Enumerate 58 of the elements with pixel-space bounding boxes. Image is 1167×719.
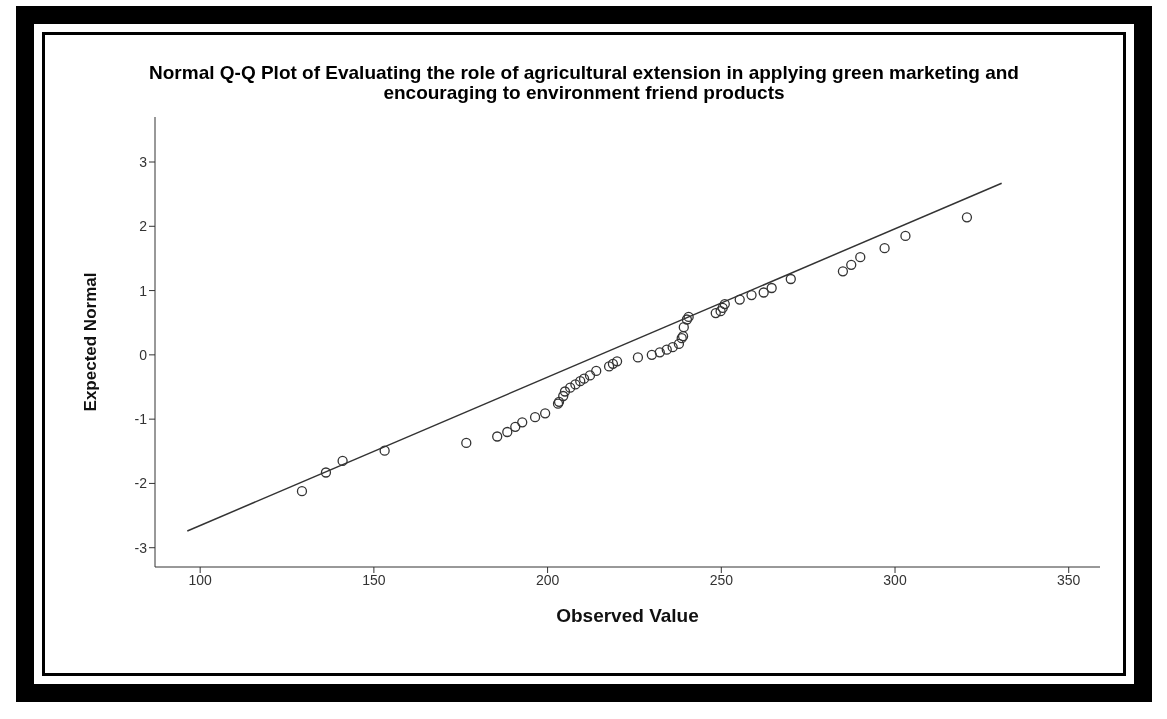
point xyxy=(961,212,973,223)
point xyxy=(855,251,866,263)
point xyxy=(570,379,581,390)
point xyxy=(296,485,308,497)
point xyxy=(517,417,528,428)
point xyxy=(575,376,586,387)
y-tick-label: -1 xyxy=(134,411,148,428)
point xyxy=(900,230,911,242)
point xyxy=(584,370,596,381)
y-tick-label: -3 xyxy=(134,539,148,556)
point xyxy=(502,426,513,438)
x-tick-label: 250 xyxy=(709,571,734,588)
point xyxy=(492,431,503,442)
point xyxy=(879,242,890,254)
point xyxy=(558,390,569,402)
point xyxy=(746,289,757,301)
point xyxy=(846,259,857,271)
x-axis-title: Observed Value xyxy=(556,605,699,626)
point xyxy=(529,412,541,423)
point xyxy=(734,294,745,305)
point xyxy=(758,287,769,298)
point xyxy=(337,455,348,467)
point xyxy=(785,273,796,285)
point xyxy=(379,445,390,456)
point xyxy=(654,347,665,358)
x-tick-label: 300 xyxy=(883,571,907,588)
x-tick-label: 150 xyxy=(362,571,386,588)
y-tick-label: 2 xyxy=(139,218,148,235)
point xyxy=(667,341,678,353)
chart-title: Normal Q-Q Plot of Evaluating the role of agricultural extension in applying green marketing and encouraging to environment friend products xyxy=(149,62,1019,103)
point xyxy=(719,298,730,310)
x-tick-label: 350 xyxy=(1057,571,1081,588)
point xyxy=(661,344,672,355)
point xyxy=(603,361,615,372)
point xyxy=(678,322,689,333)
point xyxy=(320,467,332,478)
x-tick-label: 200 xyxy=(535,571,560,588)
x-tick-label: 100 xyxy=(188,571,213,588)
point xyxy=(710,307,721,319)
point xyxy=(646,349,657,361)
point xyxy=(766,282,777,294)
point xyxy=(607,358,619,370)
point xyxy=(540,408,551,419)
y-tick-label: 0 xyxy=(139,346,148,363)
point xyxy=(611,356,623,367)
y-tick-label: 3 xyxy=(139,153,148,170)
y-axis-title: Expected Normal xyxy=(81,272,101,412)
point xyxy=(510,421,521,433)
point xyxy=(461,437,472,449)
y-tick-label: 1 xyxy=(139,282,148,299)
point xyxy=(673,338,685,350)
point xyxy=(559,386,571,397)
point xyxy=(565,382,576,393)
point xyxy=(578,373,590,384)
y-tick-label: -2 xyxy=(134,475,148,492)
point xyxy=(837,266,849,277)
point xyxy=(591,365,602,377)
point xyxy=(632,352,644,363)
